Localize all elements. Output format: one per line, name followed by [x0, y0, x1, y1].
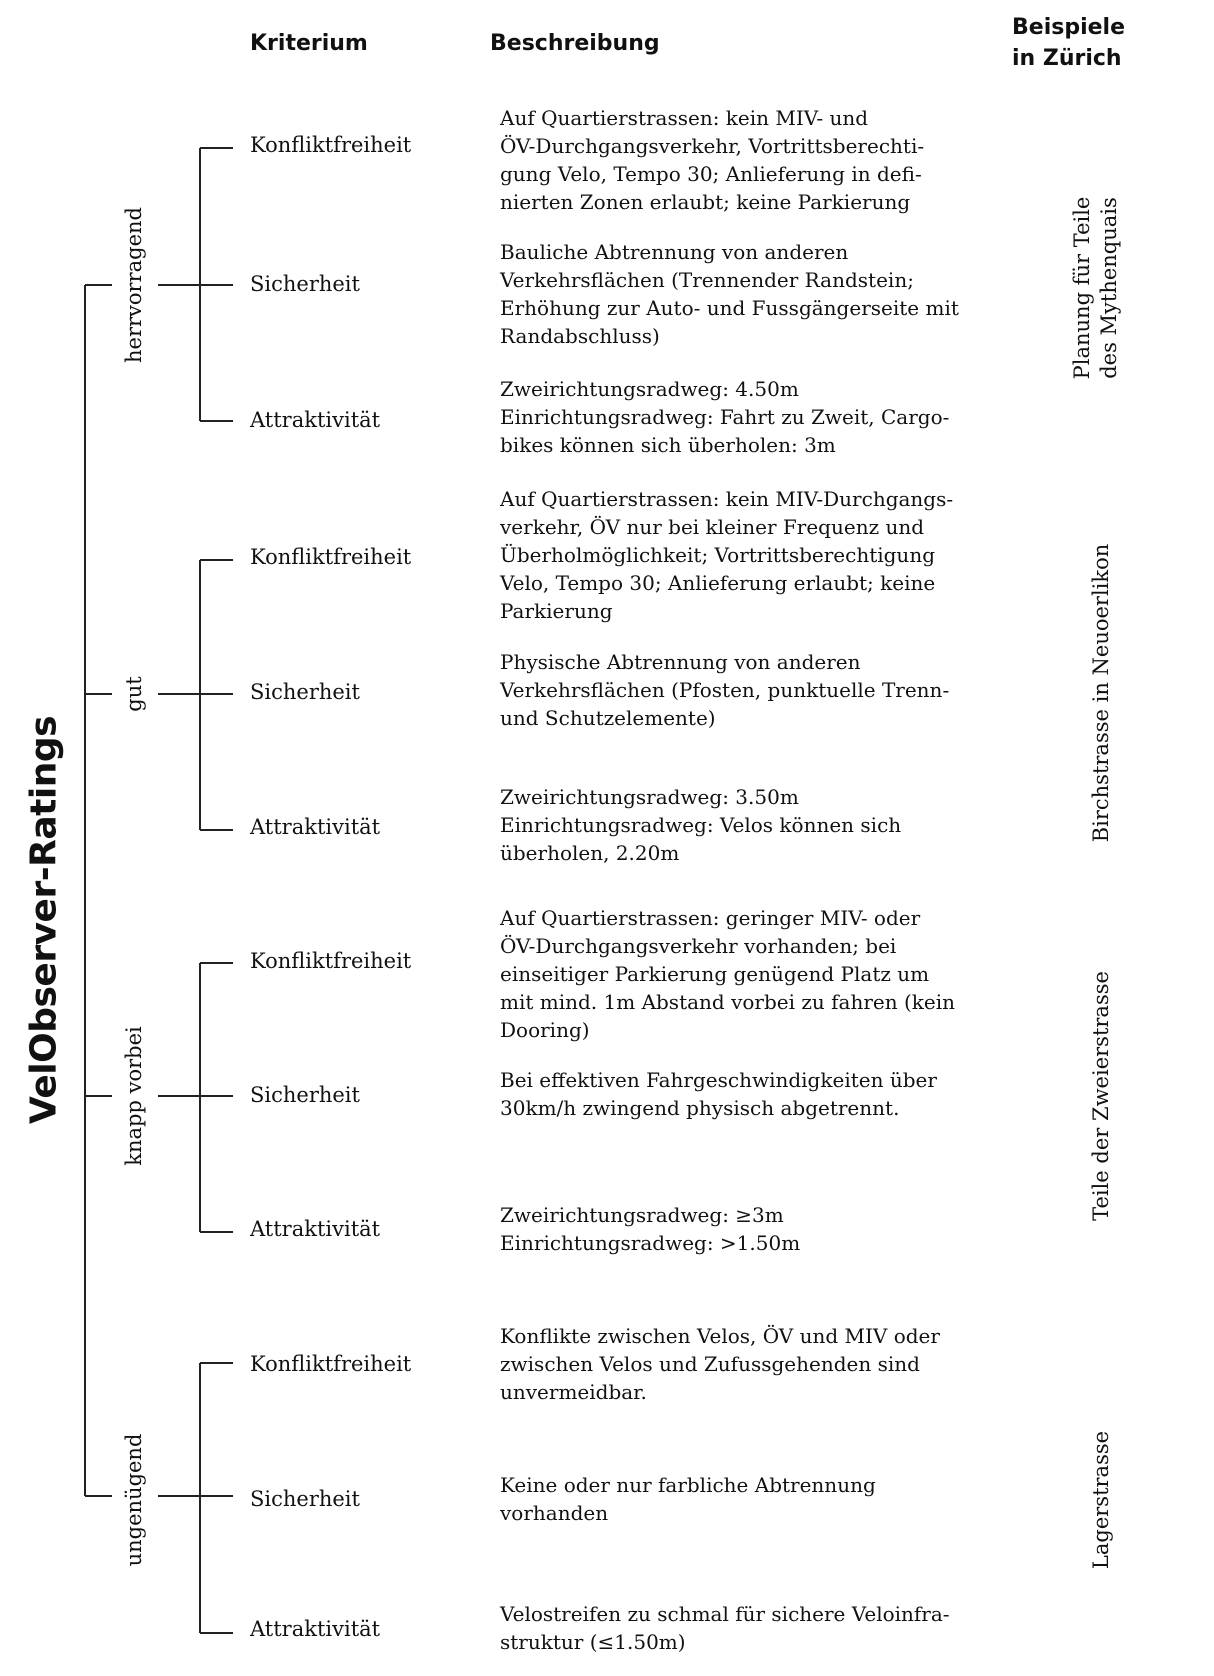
criterion-label: Konfliktfreiheit	[250, 133, 412, 157]
criterion-description: Velostreifen zu schmal für sichere Veloi…	[500, 1602, 950, 1654]
example-herrvorragend-line1: Planung für Teile	[1070, 196, 1094, 380]
criterion-description: Bei effektiven Fahrgeschwindigkeiten übe…	[500, 1068, 937, 1120]
criterion-label: Sicherheit	[250, 680, 360, 704]
example-herrvorragend-line2: des Mythenquais	[1097, 197, 1121, 379]
example-gut: Birchstrasse in Neuoerlikon	[1089, 543, 1113, 843]
criterion-label: Sicherheit	[250, 1487, 360, 1511]
rating-label-ungenuegend: ungenügend	[122, 1433, 146, 1567]
criterion-label: Konfliktfreiheit	[250, 1352, 412, 1376]
criterion-description: Zweirichtungsradweg: ≥3m Einrichtungsrad…	[500, 1203, 801, 1255]
example-ungenuegend: Lagerstrasse	[1089, 1430, 1113, 1570]
rating-label-knapp-vorbei: knapp vorbei	[122, 1026, 146, 1166]
criterion-description: Auf Quartierstrassen: kein MIV- und ÖV-D…	[500, 106, 925, 214]
example-knapp-vorbei: Teile der Zweierstrasse	[1089, 971, 1113, 1221]
criterion-description: Zweirichtungsradweg: 3.50m Einrichtungsr…	[500, 785, 902, 865]
header-beispiele-line2: in Zürich	[1012, 46, 1122, 71]
header-beschreibung: Beschreibung	[490, 31, 660, 56]
header-beispiele-line1: Beispiele	[1012, 15, 1125, 40]
criterion-description: Zweirichtungsradweg: 4.50m Einrichtungsr…	[500, 377, 950, 457]
criterion-label: Attraktivität	[250, 1217, 381, 1241]
criterion-label: Attraktivität	[250, 408, 381, 432]
criterion-description: Auf Quartierstrassen: kein MIV-Durchgang…	[500, 487, 954, 623]
criterion-description: Keine oder nur farbliche Abtrennung vorh…	[500, 1473, 876, 1525]
rating-label-gut: gut	[122, 676, 146, 712]
ratings-title: VelObserver-Ratings	[23, 715, 65, 1125]
criterion-label: Sicherheit	[250, 272, 360, 296]
example-herrvorragend: Planung für Teile des Mythenquais	[1069, 197, 1123, 380]
criterion-label: Attraktivität	[250, 1617, 381, 1641]
rating-label-herrvorragend: herrvorragend	[122, 207, 146, 363]
criterion-label: Attraktivität	[250, 815, 381, 839]
criterion-label: Sicherheit	[250, 1083, 360, 1107]
criterion-label: Konfliktfreiheit	[250, 545, 412, 569]
criterion-description: Auf Quartierstrassen: geringer MIV- oder…	[500, 906, 956, 1042]
header-beispiele: Beispiele in Zürich	[1012, 12, 1125, 74]
criterion-description: Bauliche Abtrennung von anderen Verkehrs…	[500, 240, 959, 348]
criterion-description: Physische Abtrennung von anderen Verkehr…	[500, 650, 950, 730]
criterion-description: Konflikte zwischen Velos, ÖV und MIV ode…	[500, 1324, 940, 1404]
header-kriterium: Kriterium	[250, 31, 368, 56]
criterion-label: Konfliktfreiheit	[250, 949, 412, 973]
